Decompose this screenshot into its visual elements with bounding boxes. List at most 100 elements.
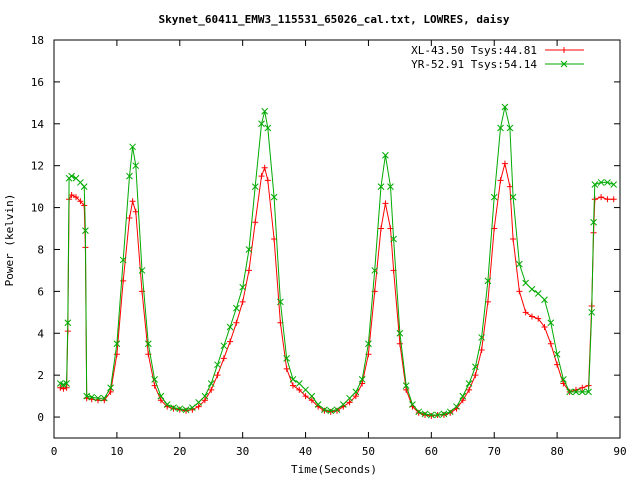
data-point [604,179,611,186]
data-point [68,172,75,180]
x-tick-label: 40 [299,445,312,458]
data-point [251,183,259,190]
data-point [510,236,517,242]
data-point [553,350,561,358]
data-point [176,405,184,413]
data-point [402,382,410,389]
x-tick-label: 20 [173,445,186,458]
x-tick-label: 50 [362,445,375,458]
data-point [415,408,423,416]
data-point [314,401,322,408]
data-point [472,372,479,379]
data-point [478,347,485,354]
y-tick-label: 12 [31,160,44,173]
data-point [440,411,447,418]
data-point [382,151,389,159]
data-point [501,160,508,167]
data-point [277,298,284,306]
x-tick-label: 80 [550,445,563,458]
y-tick-label: 2 [37,369,44,382]
series-2 [56,103,618,419]
y-tick-label: 8 [37,243,44,256]
data-point [528,285,536,293]
data-point [358,375,366,383]
data-point [440,410,448,418]
data-point [214,361,221,369]
data-point [547,340,554,347]
data-point [214,372,221,379]
x-tick-label: 90 [613,445,626,458]
axes: 0 10 20 30 40 50 60 70 80 90 0 2 4 6 8 10 12 14 16 18 [31,34,627,458]
data-point [233,304,240,312]
data-point [296,386,303,393]
data-point [176,406,183,413]
series-line [60,106,614,416]
data-point [610,181,618,188]
data-point [409,401,416,408]
data-point [207,380,215,387]
data-point [371,267,379,274]
data-point [126,172,133,180]
data-point [466,386,473,393]
x-tick-label: 60 [425,445,438,458]
data-point [113,340,121,348]
data-point [83,392,91,400]
data-point [387,183,394,190]
data-point [201,392,209,400]
data-point [327,407,335,415]
data-point [208,386,215,393]
data-point [195,403,202,410]
data-point [346,399,353,406]
data-point [245,246,253,253]
data-point [597,179,605,186]
data-point [82,227,89,234]
data-point [541,296,548,304]
data-point [220,342,228,350]
data-point [170,405,177,412]
data-point [195,399,202,406]
data-point [516,260,523,268]
data-point [220,355,227,362]
data-point [382,200,389,207]
data-point [68,192,75,199]
data-point [387,225,394,232]
data-point [258,173,265,180]
data-point [377,183,385,190]
data-point [157,397,164,404]
data-point [396,340,403,347]
data-point [289,375,297,383]
data-point [453,403,460,410]
data-point [590,218,597,226]
data-point [170,404,177,411]
chart-title: Skynet_60411_EMW3_115531_65026_cal.txt, … [159,13,510,26]
data-point [157,392,165,400]
data-point [132,208,139,215]
data-point [308,397,315,404]
data-point [119,256,127,264]
data-point [132,162,140,170]
data-point [245,267,252,274]
data-point [390,235,397,243]
data-point [57,384,64,391]
x-tick-label: 0 [51,445,58,458]
x-tick-label: 70 [488,445,501,458]
data-point [151,375,158,383]
data-point [598,194,605,201]
data-point [226,323,234,331]
data-point [610,196,617,203]
data-point [422,411,429,418]
legend-marker [560,60,568,68]
data-point [63,384,70,391]
data-point [484,277,492,285]
data-point [63,380,70,387]
data-point [252,219,259,226]
data-point [107,384,114,392]
data-point [289,382,296,389]
data-point [352,393,359,400]
data-point [77,198,84,205]
x-axis-label: Time(Seconds) [291,463,377,476]
data-point [522,279,530,287]
data-point [585,388,592,396]
data-point [264,124,272,132]
plot-frame [53,39,621,439]
